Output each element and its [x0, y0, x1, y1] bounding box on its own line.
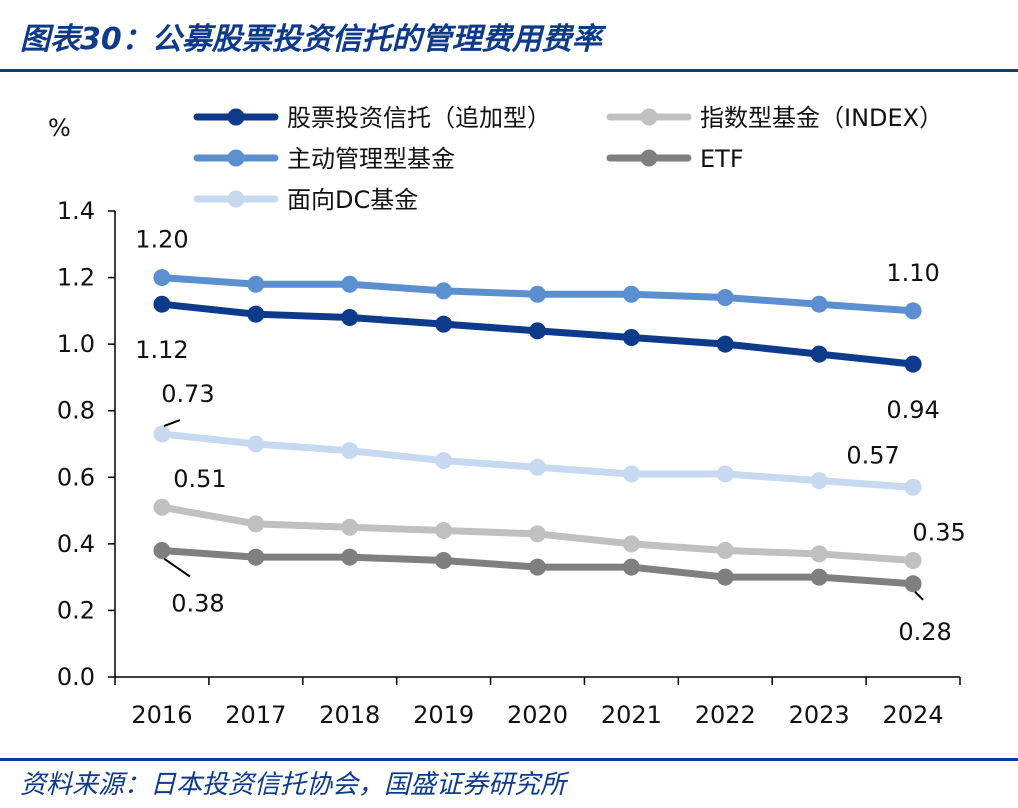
x-tick-label: 2016	[131, 701, 192, 729]
data-point	[904, 302, 922, 320]
y-tick-label: 0.2	[57, 596, 95, 624]
label-leader	[914, 591, 924, 601]
legend-label: 面向DC基金	[287, 186, 418, 214]
data-label: 0.94	[886, 396, 939, 424]
data-point	[153, 269, 171, 287]
data-point	[716, 289, 734, 307]
data-point	[529, 558, 546, 576]
data-point	[247, 305, 265, 323]
data-point	[247, 435, 265, 453]
data-label: 0.51	[173, 465, 226, 493]
data-label: 0.38	[171, 590, 224, 618]
x-tick-label: 2022	[695, 701, 756, 729]
chart-title: 图表30：公募股票投资信托的管理费用费率	[20, 22, 602, 57]
data-label: 0.28	[898, 618, 951, 646]
data-label: 0.35	[912, 519, 965, 547]
data-point	[716, 542, 734, 560]
y-tick-label: 1.4	[57, 197, 95, 225]
data-point	[341, 442, 359, 460]
x-tick-label: 2017	[225, 701, 286, 729]
legend-marker	[227, 108, 245, 126]
data-point	[904, 355, 922, 373]
line-chart: 0.0 0.2 0.4 0.6 0.8 1.0 1.2 1.4% 2016 2017 2018 201…	[48, 104, 966, 729]
data-point	[622, 465, 640, 483]
label-leader	[163, 419, 181, 427]
data-point	[529, 322, 546, 340]
data-point	[153, 498, 171, 516]
y-unit-label: %	[48, 114, 71, 142]
data-point	[529, 285, 546, 303]
x-tick-label: 2021	[601, 701, 662, 729]
y-tick-label: 1.0	[57, 330, 95, 358]
data-point	[904, 552, 922, 569]
data-point	[247, 515, 265, 533]
data-point	[716, 568, 734, 586]
legend-label: 指数型基金（INDEX）	[700, 104, 943, 132]
data-point	[810, 568, 828, 586]
data-label: 0.57	[846, 441, 899, 469]
data-point	[904, 575, 922, 593]
legend-marker	[640, 149, 658, 167]
y-tick-label: 0.0	[57, 663, 95, 691]
legend-label: 股票投资信托（追加型）	[287, 104, 551, 132]
data-point	[341, 548, 359, 566]
x-tick-label: 2018	[319, 701, 380, 729]
footer-divider	[0, 758, 1018, 761]
data-label: 1.10	[886, 259, 939, 287]
y-tick-label: 1.2	[57, 264, 95, 292]
data-point	[810, 545, 828, 563]
data-label: 0.73	[161, 380, 214, 408]
data-point	[247, 275, 265, 293]
x-tick-label: 2019	[413, 701, 474, 729]
data-point	[435, 452, 453, 470]
data-point	[716, 465, 734, 483]
x-tick-label: 2024	[883, 701, 944, 729]
legend-label: ETF	[700, 145, 744, 173]
data-point	[435, 552, 453, 569]
title-bar: 图表30：公募股票投资信托的管理费用费率	[0, 0, 1018, 72]
data-point	[810, 295, 828, 313]
data-point	[435, 315, 453, 333]
x-tick-label: 2023	[789, 701, 850, 729]
data-point	[153, 295, 171, 313]
data-point	[622, 285, 640, 303]
label-leader	[163, 557, 191, 578]
data-label: 1.20	[135, 226, 188, 254]
legend-label: 主动管理型基金	[287, 145, 455, 173]
legend-marker	[227, 190, 245, 208]
data-point	[810, 345, 828, 363]
y-tick-label: 0.6	[57, 463, 95, 491]
y-tick-label: 0.8	[57, 397, 95, 425]
legend-marker	[227, 149, 245, 167]
data-point	[341, 275, 359, 293]
data-point	[622, 558, 640, 576]
data-point	[435, 522, 453, 540]
data-point	[435, 282, 453, 300]
data-point	[529, 458, 546, 476]
y-tick-label: 0.4	[57, 530, 95, 558]
data-point	[529, 525, 546, 543]
data-point	[153, 425, 171, 443]
x-tick-label: 2020	[507, 701, 568, 729]
data-point	[341, 518, 359, 536]
data-point	[810, 472, 828, 490]
legend-marker	[640, 108, 658, 126]
data-point	[622, 328, 640, 346]
data-point	[247, 548, 265, 566]
data-point	[341, 309, 359, 327]
data-point	[153, 542, 171, 560]
data-point	[904, 478, 922, 496]
data-point	[716, 335, 734, 353]
data-label: 1.12	[135, 336, 188, 364]
source-note: 资料来源：日本投资信托协会，国盛证券研究所	[20, 770, 567, 800]
data-point	[622, 535, 640, 553]
